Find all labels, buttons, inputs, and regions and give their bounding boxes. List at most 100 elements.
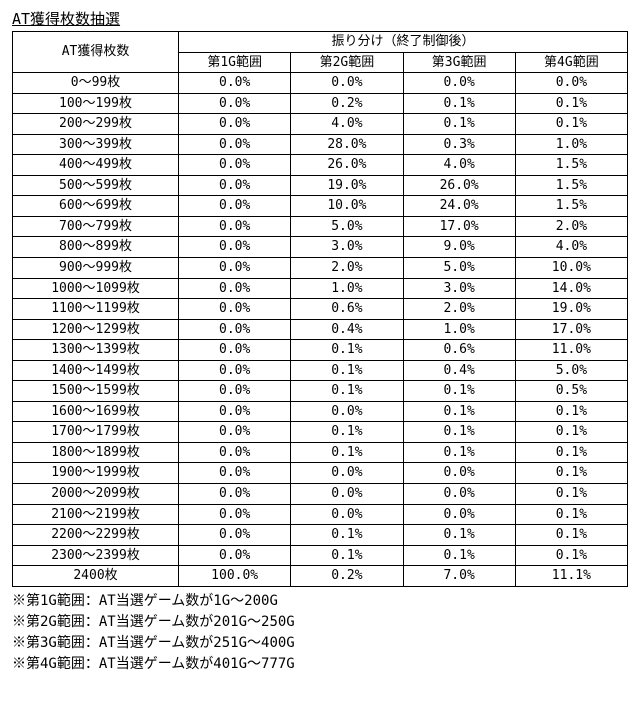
cell-value: 0.1% [403,401,515,422]
row-label: 2300～2399枚 [13,545,179,566]
cell-value: 2.0% [291,258,403,279]
row-label: 1900～1999枚 [13,463,179,484]
table-row: 200～299枚0.0%4.0%0.1%0.1% [13,114,628,135]
table-row: 0～99枚0.0%0.0%0.0%0.0% [13,73,628,94]
cell-value: 1.0% [515,134,627,155]
cell-value: 10.0% [291,196,403,217]
row-label: 1800～1899枚 [13,442,179,463]
row-label: 800～899枚 [13,237,179,258]
cell-value: 26.0% [403,175,515,196]
cell-value: 0.0% [515,73,627,94]
cell-value: 11.0% [515,340,627,361]
cell-value: 14.0% [515,278,627,299]
row-label: 100～199枚 [13,93,179,114]
footnote-line: ※第3G範囲：AT当選ゲーム数が251G～400G [12,633,628,654]
cell-value: 0.0% [179,360,291,381]
cell-value: 0.0% [291,73,403,94]
row-label: 700～799枚 [13,216,179,237]
cell-value: 0.2% [291,566,403,587]
cell-value: 0.6% [403,340,515,361]
cell-value: 0.1% [291,525,403,546]
cell-value: 0.0% [179,525,291,546]
cell-value: 28.0% [291,134,403,155]
cell-value: 24.0% [403,196,515,217]
header-group: 振り分け（終了制御後） [179,32,628,53]
table-row: 1500～1599枚0.0%0.1%0.1%0.5% [13,381,628,402]
cell-value: 0.0% [179,319,291,340]
cell-value: 0.1% [291,442,403,463]
cell-value: 19.0% [515,299,627,320]
subheader-1: 第1G範囲 [179,52,291,73]
cell-value: 0.0% [403,463,515,484]
table-row: 1100～1199枚0.0%0.6%2.0%19.0% [13,299,628,320]
cell-value: 0.0% [179,196,291,217]
table-row: 1600～1699枚0.0%0.0%0.1%0.1% [13,401,628,422]
cell-value: 0.1% [515,114,627,135]
cell-value: 0.1% [515,484,627,505]
cell-value: 7.0% [403,566,515,587]
cell-value: 1.5% [515,175,627,196]
cell-value: 0.1% [403,545,515,566]
cell-value: 0.0% [179,442,291,463]
cell-value: 0.0% [179,237,291,258]
cell-value: 17.0% [403,216,515,237]
footnote-line: ※第1G範囲：AT当選ゲーム数が1G～200G [12,591,628,612]
cell-value: 0.1% [291,545,403,566]
table-row: 900～999枚0.0%2.0%5.0%10.0% [13,258,628,279]
row-label: 1100～1199枚 [13,299,179,320]
row-label: 500～599枚 [13,175,179,196]
cell-value: 0.1% [291,422,403,443]
cell-value: 0.4% [291,319,403,340]
header-row-label: AT獲得枚数 [13,32,179,73]
cell-value: 0.0% [179,545,291,566]
cell-value: 0.1% [515,463,627,484]
cell-value: 0.0% [291,504,403,525]
row-label: 400～499枚 [13,155,179,176]
cell-value: 3.0% [291,237,403,258]
table-row: 800～899枚0.0%3.0%9.0%4.0% [13,237,628,258]
cell-value: 0.1% [515,422,627,443]
row-label: 900～999枚 [13,258,179,279]
cell-value: 4.0% [291,114,403,135]
table-row: 100～199枚0.0%0.2%0.1%0.1% [13,93,628,114]
cell-value: 0.1% [515,442,627,463]
cell-value: 0.1% [403,442,515,463]
row-label: 2000～2099枚 [13,484,179,505]
table-row: 1300～1399枚0.0%0.1%0.6%11.0% [13,340,628,361]
cell-value: 0.6% [291,299,403,320]
row-label: 300～399枚 [13,134,179,155]
cell-value: 0.1% [403,114,515,135]
cell-value: 4.0% [515,237,627,258]
cell-value: 0.0% [179,422,291,443]
cell-value: 2.0% [515,216,627,237]
cell-value: 0.2% [291,93,403,114]
cell-value: 1.5% [515,196,627,217]
row-label: 1300～1399枚 [13,340,179,361]
cell-value: 5.0% [403,258,515,279]
table-row: 500～599枚0.0%19.0%26.0%1.5% [13,175,628,196]
table-row: 1800～1899枚0.0%0.1%0.1%0.1% [13,442,628,463]
row-label: 1000～1099枚 [13,278,179,299]
cell-value: 0.0% [179,93,291,114]
row-label: 2200～2299枚 [13,525,179,546]
cell-value: 0.0% [179,340,291,361]
cell-value: 0.1% [515,545,627,566]
table-row: 1900～1999枚0.0%0.0%0.0%0.1% [13,463,628,484]
cell-value: 2.0% [403,299,515,320]
cell-value: 0.1% [515,525,627,546]
row-label: 2100～2199枚 [13,504,179,525]
cell-value: 0.1% [403,93,515,114]
cell-value: 0.0% [403,73,515,94]
row-label: 2400枚 [13,566,179,587]
cell-value: 0.0% [179,134,291,155]
table-row: 2000～2099枚0.0%0.0%0.0%0.1% [13,484,628,505]
footnotes: ※第1G範囲：AT当選ゲーム数が1G～200G※第2G範囲：AT当選ゲーム数が2… [12,591,628,675]
cell-value: 0.1% [515,93,627,114]
cell-value: 0.0% [179,504,291,525]
cell-value: 5.0% [291,216,403,237]
row-label: 600～699枚 [13,196,179,217]
cell-value: 0.0% [179,278,291,299]
cell-value: 0.1% [403,381,515,402]
cell-value: 10.0% [515,258,627,279]
table-row: 2200～2299枚0.0%0.1%0.1%0.1% [13,525,628,546]
